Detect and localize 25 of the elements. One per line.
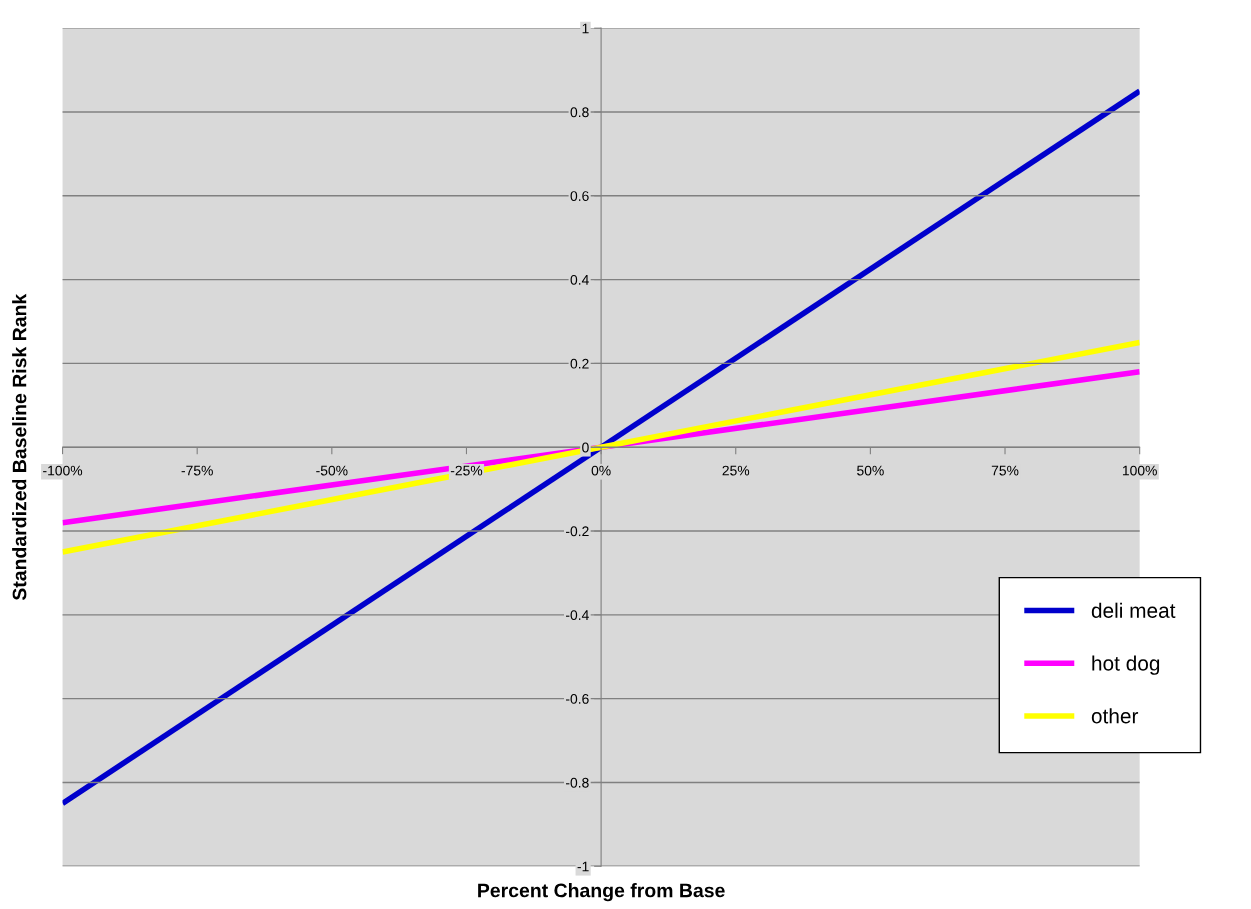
x-tick-label: 50% <box>857 465 884 476</box>
y-tick-label: -0.8 <box>565 777 589 788</box>
x-tick-label: -100% <box>43 465 83 476</box>
y-tick-label: 1 <box>582 23 589 34</box>
y-tick-label: -1 <box>577 861 589 872</box>
x-tick-label: 0% <box>591 465 611 476</box>
y-tick-label: 0 <box>582 442 589 453</box>
y-tick-label: -0.4 <box>565 610 589 621</box>
legend-label: deli meat <box>1091 602 1176 618</box>
x-tick-label: -50% <box>316 465 348 476</box>
y-tick-label: -0.6 <box>565 693 589 704</box>
y-tick-label: 0.8 <box>570 107 589 118</box>
y-axis-title: Standardized Baseline Risk Rank <box>12 293 27 601</box>
x-tick-label: 100% <box>1122 465 1157 476</box>
x-tick-label: 25% <box>722 465 750 476</box>
legend-label: other <box>1091 708 1139 724</box>
x-tick-label: 75% <box>991 465 1019 476</box>
y-tick-label: 0.4 <box>570 274 589 285</box>
x-tick-label: -25% <box>450 465 483 476</box>
legend-label: hot dog <box>1092 655 1160 675</box>
y-tick-label: 0.6 <box>570 191 589 201</box>
y-tick-label: -0.2 <box>565 526 589 537</box>
y-tick-label: 0.2 <box>570 358 589 369</box>
x-axis-title: Percent Change from Base <box>478 883 725 902</box>
x-tick-label: -75% <box>181 465 213 476</box>
